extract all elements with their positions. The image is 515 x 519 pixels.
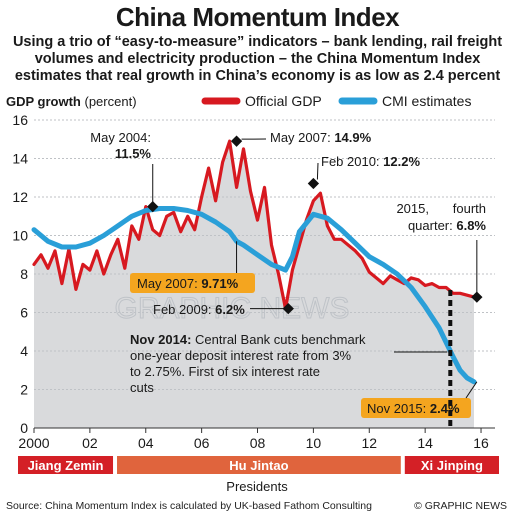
y-tick-label: 10 bbox=[12, 228, 28, 244]
president-name: Xi Jinping bbox=[421, 458, 483, 473]
y-tick-label: 12 bbox=[12, 189, 28, 205]
legend-label: Official GDP bbox=[245, 93, 322, 109]
callout-date: fourth bbox=[453, 201, 486, 216]
y-axis-label: GDP growth (percent) bbox=[6, 94, 137, 109]
y-tick-label: 16 bbox=[12, 112, 28, 128]
president-term-bar bbox=[18, 456, 114, 474]
callout-text: May 2007: 9.71% bbox=[137, 276, 239, 291]
annotation-text: one-year deposit interest rate from 3% bbox=[130, 348, 352, 363]
callout-marker bbox=[147, 200, 159, 213]
presidents-axis-label: Presidents bbox=[226, 479, 288, 494]
y-tick-label: 8 bbox=[20, 266, 28, 282]
cmi-estimates-line bbox=[31, 206, 477, 385]
callout-marker bbox=[471, 291, 483, 303]
callout-marker bbox=[307, 177, 320, 190]
x-tick-label: 04 bbox=[138, 435, 154, 451]
watermark: GRAPHIC NEWS bbox=[114, 292, 350, 326]
x-tick-label: 08 bbox=[250, 435, 266, 451]
president-term-bar bbox=[404, 456, 499, 474]
annotation-text: to 2.75%. First of six interest rate bbox=[130, 364, 320, 379]
callout-leader bbox=[316, 162, 319, 180]
page-title: China Momentum Index bbox=[115, 2, 400, 32]
grid-lines bbox=[34, 119, 495, 390]
y-tick-label: 14 bbox=[12, 151, 28, 167]
credit: © GRAPHIC NEWS bbox=[414, 500, 507, 512]
x-tick-label: 02 bbox=[82, 435, 98, 451]
page-subtitle: Using a trio of “easy-to-measure” indica… bbox=[12, 34, 503, 84]
legend-label: CMI estimates bbox=[382, 93, 471, 109]
y-tick-label: 0 bbox=[20, 420, 28, 436]
callout-date: May 2004: bbox=[90, 130, 151, 145]
callout-text: May 2007: 14.9% bbox=[270, 130, 372, 145]
source-note: Source: China Momentum Index is calculat… bbox=[6, 500, 372, 512]
president-name: Hu Jintao bbox=[229, 458, 288, 473]
callout-text: Feb 2010: 12.2% bbox=[321, 154, 420, 169]
callout-box bbox=[361, 398, 471, 418]
y-tick-label: 6 bbox=[20, 305, 28, 321]
x-tick-label: 2000 bbox=[18, 435, 49, 451]
callout-marker bbox=[230, 135, 243, 147]
president-name: Jiang Zemin bbox=[28, 458, 104, 473]
x-tick-label: 10 bbox=[306, 435, 322, 451]
x-tick-label: 06 bbox=[194, 435, 210, 451]
callout-text: Feb 2009: 6.2% bbox=[153, 302, 245, 317]
x-tick-label: 12 bbox=[361, 435, 377, 451]
y-tick-label: 2 bbox=[20, 382, 28, 398]
official-gdp-line bbox=[32, 139, 476, 311]
callout-box bbox=[130, 273, 255, 293]
x-tick-label: 16 bbox=[473, 435, 489, 451]
series-lines bbox=[31, 139, 477, 385]
president-term-bar bbox=[117, 456, 401, 474]
callout-text: Nov 2015: 2.4% bbox=[367, 401, 460, 416]
annotation-text: cuts bbox=[130, 380, 154, 395]
watermark-text: GRAPHIC NEWS bbox=[114, 292, 349, 325]
callout-leader bbox=[465, 381, 478, 399]
callout-value: quarter: 6.8% bbox=[408, 218, 486, 233]
y-tick-label: 4 bbox=[20, 343, 28, 359]
legend: Official GDP CMI estimates bbox=[201, 93, 471, 109]
callout-date: 2015, bbox=[396, 201, 429, 216]
x-tick-label: 14 bbox=[417, 435, 433, 451]
presidents-band: Jiang Zemin Hu Jintao Xi Jinping Presidents bbox=[18, 456, 499, 494]
annotation-text: Nov 2014: Central Bank cuts benchmark bbox=[130, 332, 366, 347]
callout-value: 11.5% bbox=[115, 146, 152, 161]
annotations: May 2004:11.5% May 2007: 14.9% Feb 2010: 1… bbox=[90, 130, 486, 428]
callout-marker bbox=[282, 302, 294, 315]
